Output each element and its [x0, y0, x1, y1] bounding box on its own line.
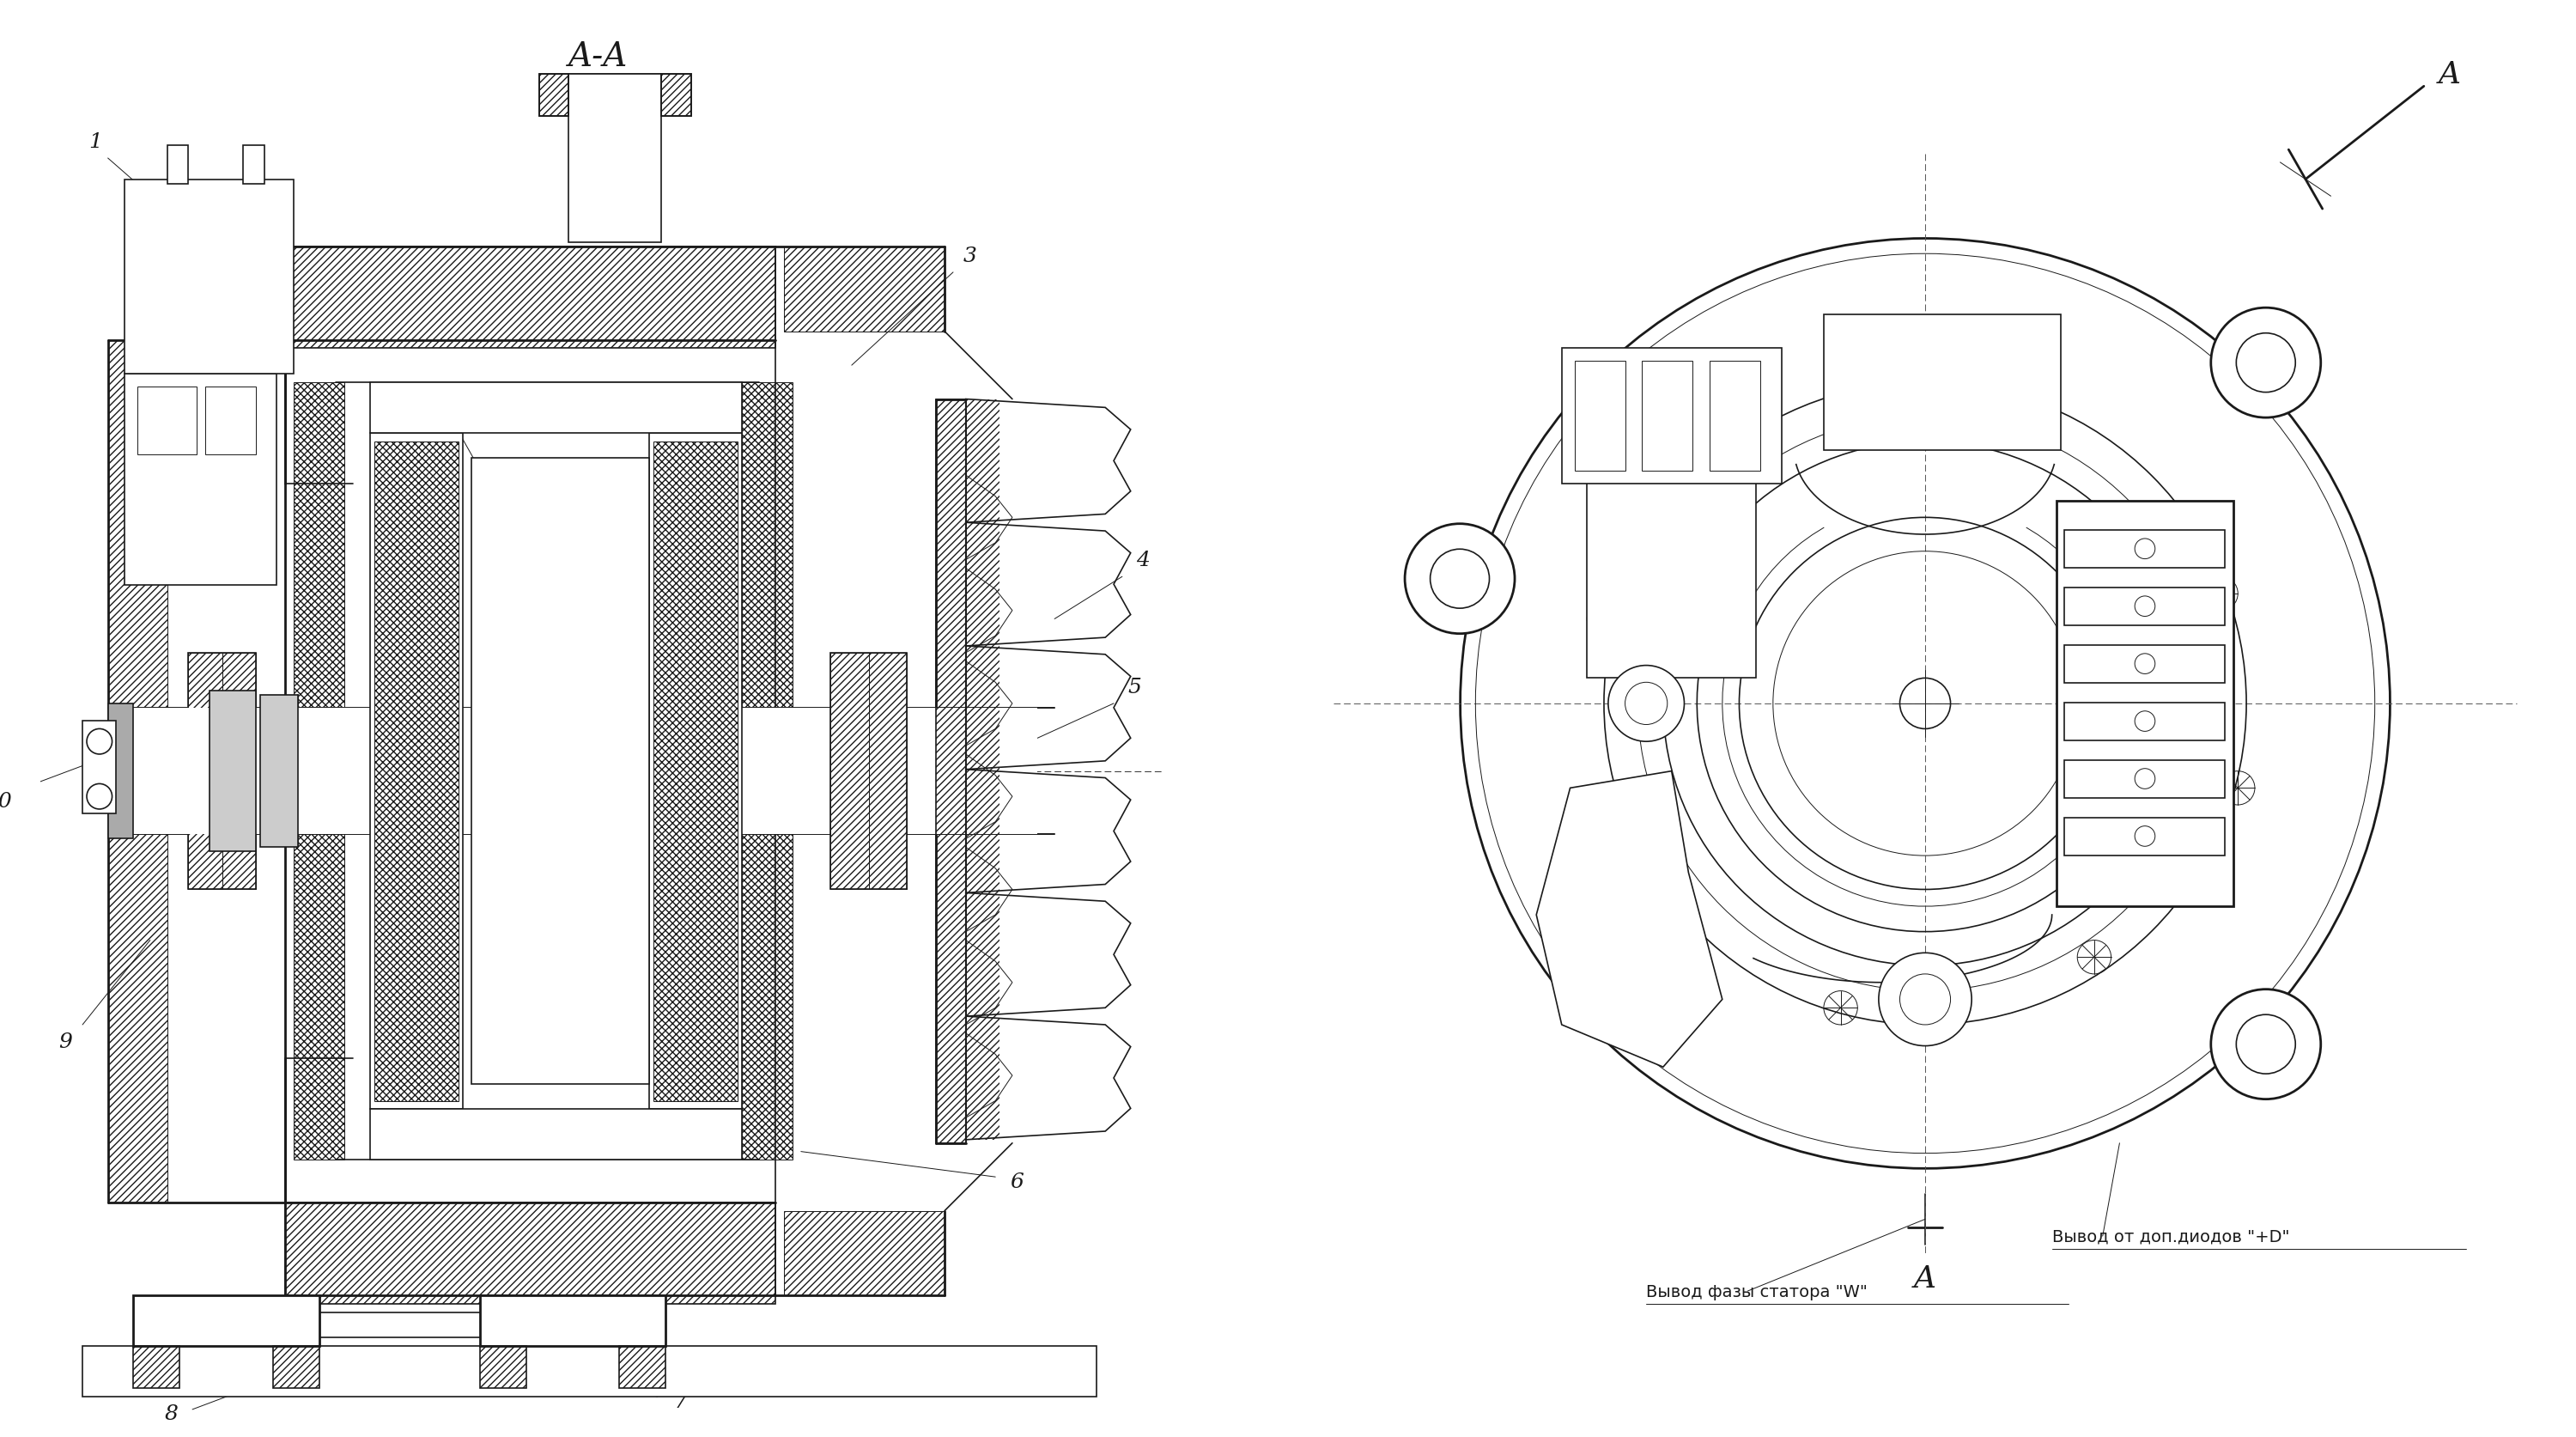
Circle shape	[88, 785, 113, 809]
Bar	[124, 180, 294, 374]
Bar	[479, 1295, 665, 1346]
Bar	[1824, 315, 2061, 450]
Bar	[108, 708, 1038, 835]
Text: 10: 10	[0, 792, 13, 810]
Bar	[935, 399, 966, 1144]
Bar	[966, 399, 999, 523]
Bar	[966, 1016, 999, 1140]
Bar	[2063, 760, 2226, 799]
Bar	[538, 75, 569, 116]
Polygon shape	[1535, 772, 1723, 1068]
Bar	[108, 341, 167, 1203]
Bar	[108, 704, 134, 839]
Text: Вывод фазы статора "W": Вывод фазы статора "W"	[1646, 1283, 1868, 1299]
Bar	[783, 1211, 945, 1295]
Bar	[662, 75, 690, 116]
Bar	[137, 387, 196, 454]
Circle shape	[2210, 309, 2321, 418]
Bar	[569, 75, 662, 243]
Bar	[742, 382, 793, 1160]
Bar	[2056, 502, 2233, 907]
Text: 4: 4	[1136, 550, 1149, 570]
Text: 8: 8	[165, 1404, 178, 1424]
Bar	[222, 654, 255, 890]
Text: A: A	[2437, 60, 2460, 89]
Bar	[260, 696, 299, 848]
Bar	[2063, 645, 2226, 684]
Bar	[374, 441, 459, 1101]
Bar	[2063, 530, 2226, 569]
Bar	[371, 382, 742, 434]
Text: 1: 1	[88, 132, 103, 152]
Bar	[209, 691, 255, 852]
Bar	[134, 1295, 319, 1346]
Bar	[868, 654, 907, 890]
Bar	[829, 654, 907, 890]
Bar	[188, 654, 255, 890]
Bar	[783, 247, 945, 332]
Bar	[124, 374, 276, 585]
Text: A: A	[1914, 1263, 1937, 1293]
Text: A-A: A-A	[569, 42, 629, 73]
Bar	[2063, 703, 2226, 741]
Circle shape	[1404, 525, 1515, 634]
Bar	[273, 1346, 319, 1388]
Text: 3: 3	[963, 246, 976, 266]
Text: 7: 7	[675, 1391, 688, 1411]
Bar	[654, 441, 737, 1101]
Bar	[286, 247, 775, 349]
Bar	[371, 434, 464, 1109]
Bar	[1641, 362, 1692, 471]
Bar	[829, 654, 868, 890]
Circle shape	[1607, 665, 1685, 741]
Bar	[206, 387, 255, 454]
Bar	[479, 1346, 526, 1388]
Text: +: +	[1638, 694, 1656, 714]
Bar	[188, 654, 222, 890]
Text: 5: 5	[1128, 677, 1141, 697]
Bar	[471, 458, 649, 1083]
Bar	[538, 75, 690, 116]
Circle shape	[1461, 239, 2391, 1168]
Text: 9: 9	[59, 1032, 72, 1052]
Bar	[649, 434, 742, 1109]
Text: 6: 6	[1010, 1171, 1023, 1191]
Bar	[2063, 818, 2226, 856]
Bar	[966, 894, 999, 1016]
Bar	[1587, 441, 1757, 678]
Bar	[134, 1346, 180, 1388]
Bar	[82, 721, 116, 813]
Text: 2: 2	[435, 394, 448, 414]
Bar	[1710, 362, 1759, 471]
Bar	[1561, 349, 1783, 484]
Text: Вывод от доп.диодов "+D": Вывод от доп.диодов "+D"	[2053, 1229, 2290, 1244]
Bar	[618, 1346, 665, 1388]
Bar	[966, 647, 999, 770]
Circle shape	[1878, 953, 1971, 1046]
Circle shape	[2210, 990, 2321, 1099]
Bar	[371, 1109, 742, 1160]
Circle shape	[88, 729, 113, 754]
Bar	[242, 147, 265, 184]
Bar	[286, 1203, 775, 1303]
Bar	[1574, 362, 1625, 471]
Bar	[167, 147, 188, 184]
Bar	[82, 1346, 1097, 1397]
Bar	[2063, 588, 2226, 627]
Bar	[966, 770, 999, 894]
Bar	[966, 523, 999, 647]
Bar	[294, 382, 345, 1160]
